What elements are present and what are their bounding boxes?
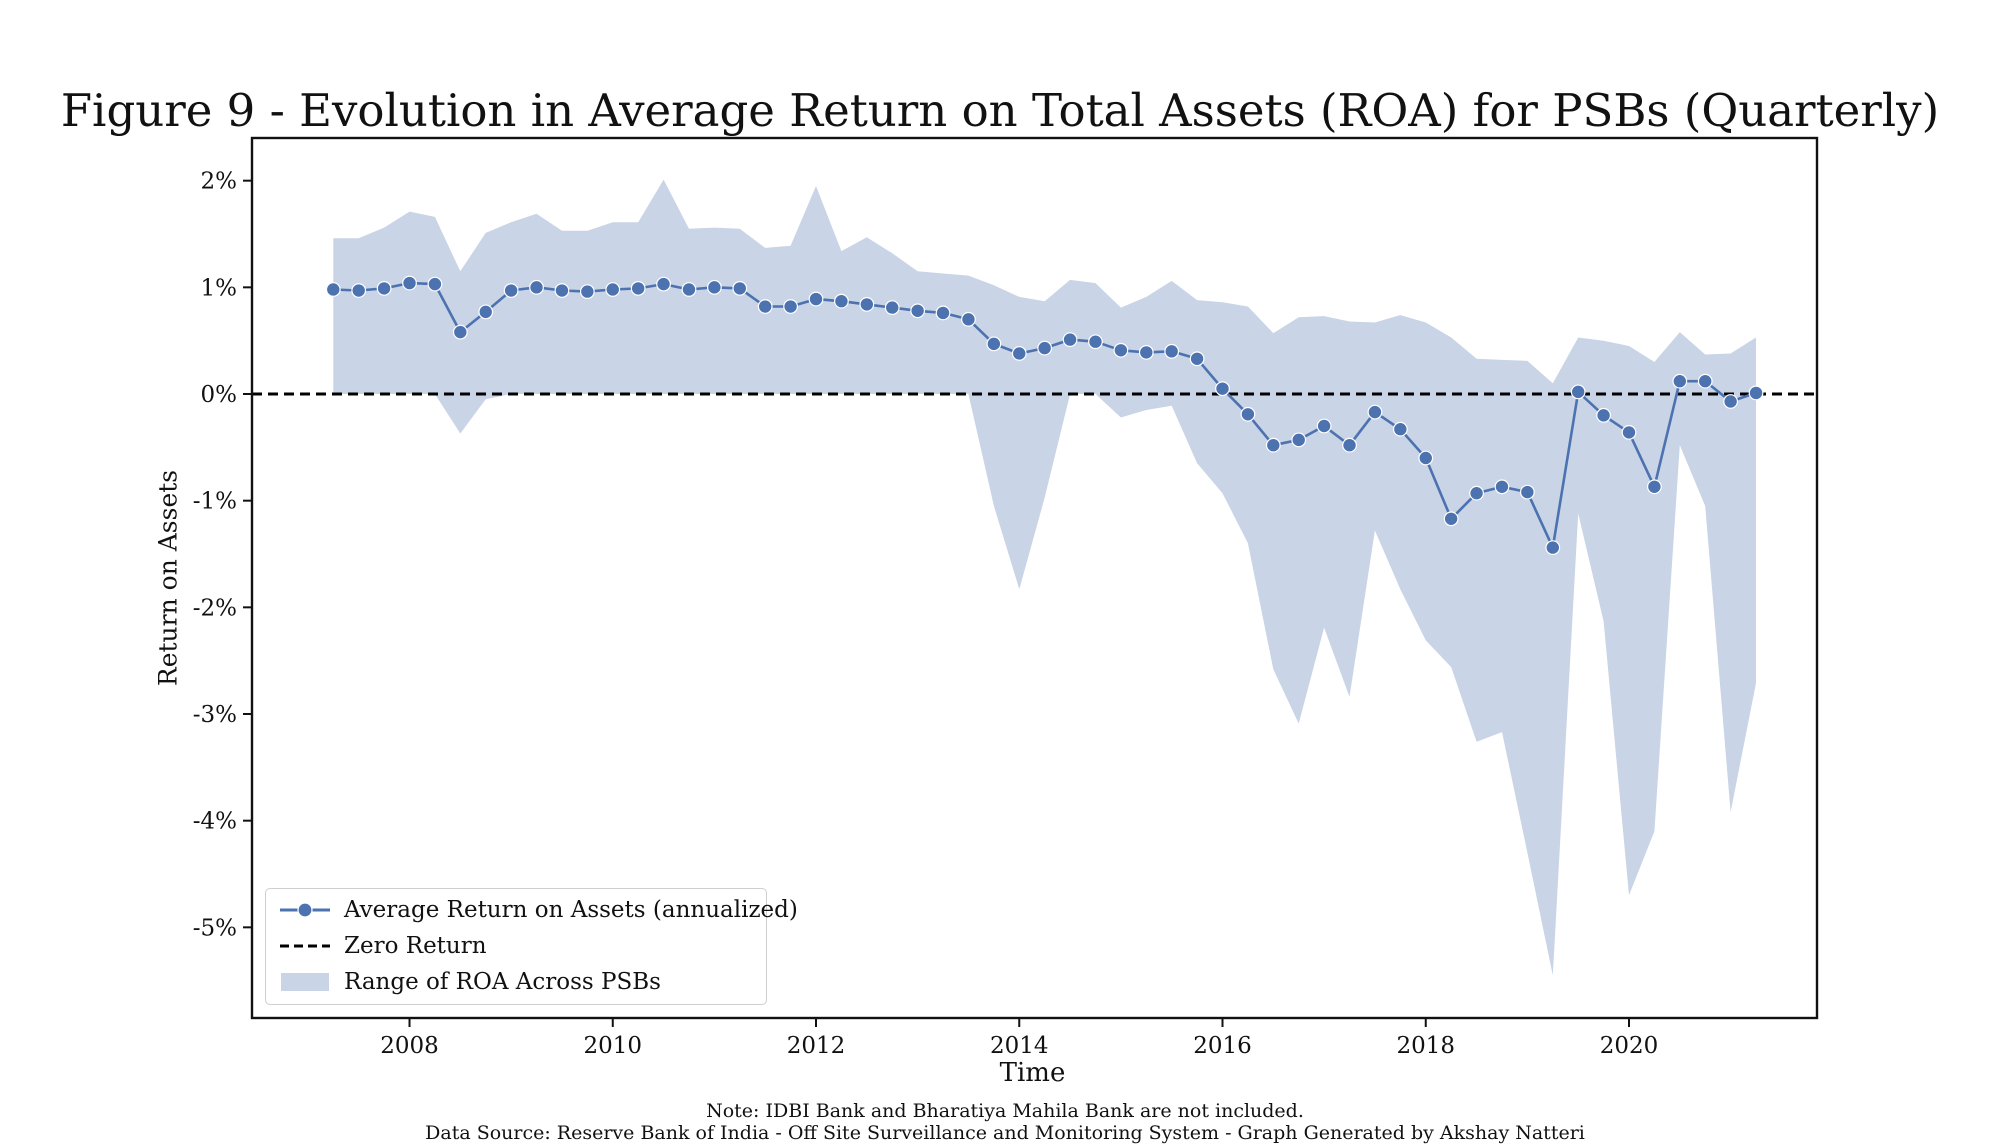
average-roa-point bbox=[1697, 373, 1713, 389]
x-tick-label: 2008 bbox=[380, 1033, 439, 1059]
x-tick-label: 2016 bbox=[1193, 1033, 1252, 1059]
average-roa-point bbox=[605, 282, 621, 297]
average-roa-point bbox=[1367, 404, 1383, 420]
legend-dashed-line-icon bbox=[280, 944, 330, 948]
y-tick-label: 2% bbox=[201, 169, 238, 195]
average-roa-point bbox=[1088, 334, 1103, 350]
average-roa-point bbox=[961, 311, 976, 327]
average-roa-point bbox=[834, 293, 849, 309]
y-axis-label: Return on Assets bbox=[153, 469, 183, 687]
chart-title: Figure 9 - Evolution in Average Return o… bbox=[60, 84, 1940, 137]
x-tick-label: 2014 bbox=[990, 1033, 1049, 1059]
legend-item-zero: Zero Return bbox=[266, 929, 766, 963]
x-tick-label: 2010 bbox=[583, 1033, 642, 1059]
average-roa-point bbox=[1748, 385, 1764, 401]
average-roa-point bbox=[1621, 425, 1637, 440]
average-roa-point bbox=[1342, 437, 1357, 453]
average-roa-point bbox=[1291, 432, 1307, 448]
average-roa-point bbox=[1545, 540, 1561, 555]
average-roa-point bbox=[1164, 343, 1180, 359]
average-roa-point bbox=[630, 281, 646, 296]
average-roa-point bbox=[681, 282, 697, 297]
average-roa-point bbox=[1672, 373, 1688, 389]
average-roa-point bbox=[1443, 511, 1459, 527]
data-source: Data Source: Reserve Bank of India - Off… bbox=[425, 1122, 1585, 1144]
x-axis-label: Time bbox=[999, 1058, 1066, 1088]
plot-frame bbox=[250, 136, 1819, 1020]
roa-range-area bbox=[333, 179, 1756, 976]
legend-label-average: Average Return on Assets (annualized) bbox=[344, 897, 798, 923]
roa-range-area-layer bbox=[333, 179, 1756, 976]
average-roa-point bbox=[884, 300, 900, 316]
average-roa-point bbox=[325, 282, 341, 297]
average-roa-point bbox=[554, 283, 570, 298]
axes-layer: 2008 2010 2012 2014 2016 2018 2020 2% 1% 0% -1% -2%… bbox=[193, 136, 1819, 1059]
average-roa-point bbox=[859, 297, 875, 312]
average-roa-point bbox=[1037, 340, 1053, 356]
y-tick-label: -3% bbox=[193, 702, 237, 728]
average-roa-point bbox=[1570, 384, 1586, 400]
chart-legend: Average Return on Assets (annualized) Ze… bbox=[265, 888, 798, 1005]
average-roa-point bbox=[1647, 479, 1662, 495]
average-roa-point bbox=[503, 283, 519, 298]
average-roa-point bbox=[1265, 437, 1281, 453]
y-tick-label: -5% bbox=[193, 915, 237, 941]
average-roa-point bbox=[1011, 346, 1027, 361]
average-roa-point bbox=[935, 305, 951, 321]
average-roa-point bbox=[910, 303, 926, 319]
y-tick-label: -2% bbox=[193, 595, 237, 621]
average-roa-point bbox=[351, 283, 367, 298]
y-tick-label: -1% bbox=[193, 489, 237, 515]
legend-area-swatch-icon bbox=[281, 973, 329, 991]
average-roa-point bbox=[1519, 484, 1535, 500]
average-roa-point bbox=[1240, 406, 1256, 422]
average-roa-point bbox=[427, 276, 443, 292]
average-roa-point bbox=[1469, 485, 1484, 501]
legend-item-average: Average Return on Assets (annualized) bbox=[266, 893, 798, 927]
average-roa-point bbox=[1596, 407, 1611, 423]
average-roa-point bbox=[1138, 345, 1154, 360]
average-roa-point bbox=[1316, 418, 1332, 434]
average-roa-point bbox=[1494, 479, 1510, 495]
y-tick-label: 1% bbox=[201, 275, 238, 301]
average-roa-point bbox=[986, 336, 1002, 352]
x-tick-label: 2020 bbox=[1600, 1033, 1659, 1059]
y-tick-label: -4% bbox=[193, 809, 237, 835]
average-roa-point bbox=[1418, 450, 1434, 466]
average-roa-point bbox=[579, 284, 595, 300]
average-roa-point bbox=[1723, 394, 1739, 409]
x-tick-label: 2012 bbox=[787, 1033, 846, 1059]
average-roa-point bbox=[1189, 351, 1205, 367]
average-roa-point bbox=[706, 279, 722, 295]
average-roa-point bbox=[1062, 332, 1078, 348]
average-roa-point bbox=[757, 299, 773, 314]
y-tick-label: 0% bbox=[201, 382, 238, 408]
footnote: Note: IDBI Bank and Bharatiya Mahila Ban… bbox=[706, 1100, 1304, 1122]
x-tick-label: 2018 bbox=[1396, 1033, 1455, 1059]
average-roa-point bbox=[402, 275, 417, 291]
legend-label-zero: Zero Return bbox=[344, 933, 487, 959]
average-roa-point bbox=[452, 324, 468, 340]
legend-label-range: Range of ROA Across PSBs bbox=[344, 969, 661, 995]
legend-item-range: Range of ROA Across PSBs bbox=[266, 965, 766, 999]
average-roa-point bbox=[1392, 421, 1408, 437]
legend-line-marker-icon bbox=[280, 902, 330, 918]
average-roa-point bbox=[1215, 381, 1230, 397]
average-roa-point bbox=[732, 281, 748, 296]
average-roa-point bbox=[656, 276, 671, 292]
average-roa-point bbox=[1113, 342, 1129, 358]
average-roa-point bbox=[808, 291, 824, 307]
average-roa-point bbox=[478, 304, 494, 320]
average-roa-point bbox=[376, 281, 392, 296]
average-roa-line-layer bbox=[325, 275, 1764, 555]
average-roa-point bbox=[529, 279, 544, 295]
average-roa-point bbox=[783, 299, 799, 314]
